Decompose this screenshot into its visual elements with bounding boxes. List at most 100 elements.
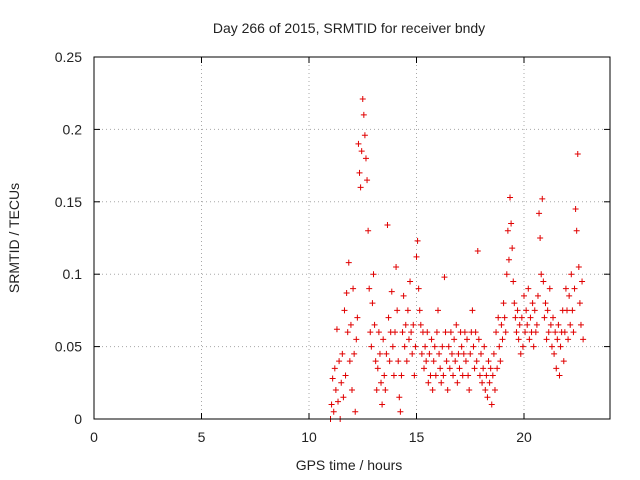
data-point [562, 285, 569, 292]
data-point [376, 350, 383, 357]
grid [94, 57, 610, 419]
data-point [473, 358, 480, 365]
data-point [351, 350, 358, 357]
data-point [459, 372, 466, 379]
data-point [544, 307, 551, 314]
data-point [357, 184, 364, 191]
data-point [371, 321, 378, 328]
data-point [475, 336, 482, 343]
data-point [411, 372, 418, 379]
data-point [485, 358, 492, 365]
data-point [570, 329, 577, 336]
data-point [405, 336, 412, 343]
data-point [372, 358, 379, 365]
data-point [365, 227, 372, 234]
data-point [547, 321, 554, 328]
data-point [400, 292, 407, 299]
data-point [424, 329, 431, 336]
data-point [355, 140, 362, 147]
data-point [480, 365, 487, 372]
data-point [408, 329, 415, 336]
data-point [407, 278, 414, 285]
plot-frame [93, 56, 611, 420]
x-tick-label: 10 [301, 429, 317, 445]
data-point [381, 372, 388, 379]
data-point [542, 300, 549, 307]
data-point [385, 314, 392, 321]
data-point [536, 210, 543, 217]
data-point [427, 372, 434, 379]
data-point [507, 194, 514, 201]
data-point [432, 372, 439, 379]
data-point [548, 343, 555, 350]
data-point [454, 379, 461, 386]
data-point [443, 358, 450, 365]
data-point [401, 343, 408, 350]
y-tick-label: 0.15 [55, 194, 82, 210]
data-point [497, 358, 504, 365]
data-point [421, 365, 428, 372]
data-point [398, 372, 405, 379]
x-tick-label: 0 [90, 429, 98, 445]
data-point [530, 343, 537, 350]
axis-ticks: 0 5 10 15 20 0 0.05 0.1 0.15 0.2 0.25 [55, 49, 610, 445]
data-point [410, 321, 417, 328]
data-point [483, 372, 490, 379]
data-point [380, 336, 387, 343]
data-point [522, 329, 529, 336]
data-point [359, 95, 366, 102]
data-point [368, 343, 375, 350]
data-point [554, 336, 561, 343]
x-tick-label: 15 [409, 429, 425, 445]
data-point [526, 336, 533, 343]
data-point [553, 365, 560, 372]
data-point [488, 401, 495, 408]
data-point [470, 343, 477, 350]
data-point [453, 321, 460, 328]
data-point [379, 401, 386, 408]
data-point [521, 292, 527, 299]
data-point [425, 379, 432, 386]
data-point [504, 227, 511, 234]
data-point [472, 329, 479, 336]
data-point [362, 155, 369, 162]
data-point [455, 350, 462, 357]
data-point [341, 307, 348, 314]
data-point [350, 285, 357, 292]
data-point [469, 307, 476, 314]
data-point [502, 329, 509, 336]
data-point [529, 300, 536, 307]
data-point [333, 326, 340, 333]
data-point [352, 408, 359, 415]
data-point [332, 387, 339, 394]
data-point [353, 336, 360, 343]
data-point [482, 387, 489, 394]
data-point [423, 358, 430, 365]
data-point [416, 307, 423, 314]
data-point [329, 375, 336, 382]
data-point [330, 408, 337, 415]
y-tick-label: 0.2 [63, 121, 83, 137]
data-point [550, 314, 557, 321]
data-point [499, 336, 506, 343]
data-point [435, 307, 441, 314]
data-point [580, 336, 587, 343]
data-point [511, 300, 518, 307]
data-point [560, 358, 567, 365]
data-point [481, 343, 488, 350]
x-tick-label: 20 [516, 429, 532, 445]
data-point [484, 394, 491, 401]
data-point [501, 314, 508, 321]
data-point [394, 307, 401, 314]
data-point [567, 321, 574, 328]
data-point [461, 329, 468, 336]
data-point [577, 321, 584, 328]
data-point [565, 336, 572, 343]
data-point [531, 307, 538, 314]
data-point [448, 350, 455, 357]
data-point [516, 321, 523, 328]
data-point [447, 329, 454, 336]
data-point [569, 307, 576, 314]
data-point [538, 271, 545, 278]
